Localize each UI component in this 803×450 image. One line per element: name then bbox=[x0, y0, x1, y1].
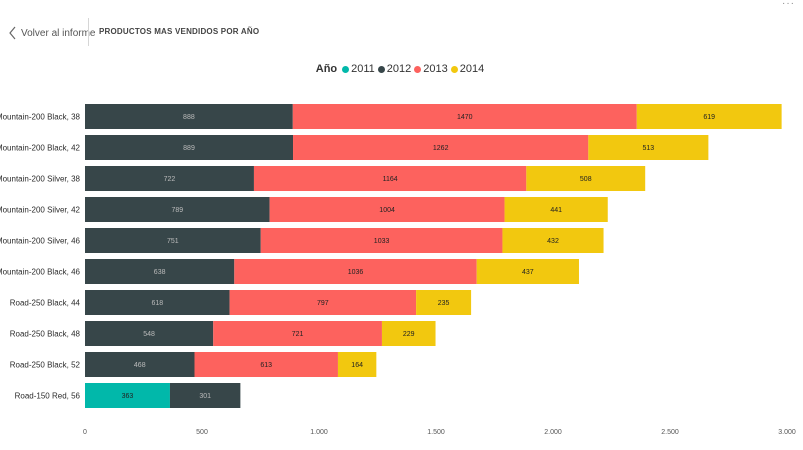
bar-segment[interactable] bbox=[381, 321, 436, 346]
chart-legend: Año 2011 2012 2013 2014 bbox=[0, 63, 803, 75]
category-label: Mountain-200 Silver, 38 bbox=[0, 175, 81, 184]
category-label: Mountain-200 Black, 46 bbox=[0, 268, 81, 277]
bar-segment[interactable] bbox=[269, 197, 505, 222]
data-label: 889 bbox=[183, 145, 195, 152]
bar-segment[interactable] bbox=[85, 259, 235, 284]
data-label: 797 bbox=[317, 300, 329, 307]
data-label: 789 bbox=[171, 207, 183, 214]
bar-segment[interactable] bbox=[85, 321, 214, 346]
data-label: 888 bbox=[183, 114, 195, 121]
bar-segment[interactable] bbox=[85, 383, 170, 408]
bar-segment[interactable] bbox=[85, 166, 254, 191]
data-label: 721 bbox=[292, 331, 304, 338]
page-title: PRODUCTOS MAS VENDIDOS POR AÑO bbox=[99, 27, 260, 36]
bar-segment[interactable] bbox=[253, 166, 527, 191]
data-label: 432 bbox=[547, 238, 559, 245]
bar-segment[interactable] bbox=[85, 104, 293, 129]
more-options-icon[interactable]: ··· bbox=[782, 0, 795, 9]
data-label: 235 bbox=[438, 300, 450, 307]
legend-label-2013: 2013 bbox=[423, 63, 448, 75]
legend-title: Año bbox=[315, 63, 338, 75]
data-label: 751 bbox=[167, 238, 179, 245]
x-tick-label: 2.500 bbox=[661, 429, 679, 436]
x-tick-label: 0 bbox=[83, 429, 87, 436]
data-label: 513 bbox=[643, 145, 655, 152]
legend-item-2011[interactable]: 2011 bbox=[342, 63, 375, 75]
legend-dot-2014 bbox=[450, 65, 458, 73]
legend-dot-2012 bbox=[377, 65, 385, 73]
data-label: 363 bbox=[122, 393, 134, 400]
bar-segment[interactable] bbox=[337, 352, 377, 377]
data-label: 613 bbox=[260, 362, 272, 369]
data-label: 441 bbox=[550, 207, 562, 214]
data-label: 548 bbox=[143, 331, 155, 338]
bar-segment[interactable] bbox=[169, 383, 241, 408]
legend-label-2014: 2014 bbox=[459, 63, 485, 75]
bar-segment[interactable] bbox=[292, 104, 637, 129]
category-label: Road-150 Red, 56 bbox=[15, 392, 81, 401]
bar-segment[interactable] bbox=[636, 104, 782, 129]
x-tick-label: 1.500 bbox=[427, 429, 445, 436]
data-label: 1164 bbox=[383, 176, 398, 183]
bar-segment[interactable] bbox=[213, 321, 382, 346]
data-label: 619 bbox=[703, 114, 715, 121]
bar-segment[interactable] bbox=[526, 166, 646, 191]
data-label: 618 bbox=[151, 300, 163, 307]
bar-segment[interactable] bbox=[260, 228, 503, 253]
category-label: Road-250 Black, 48 bbox=[10, 330, 81, 339]
category-label: Road-250 Black, 52 bbox=[10, 361, 81, 370]
bar-segment[interactable] bbox=[85, 352, 195, 377]
category-label: Mountain-200 Silver, 42 bbox=[0, 206, 81, 215]
legend-label-2012: 2012 bbox=[386, 63, 412, 75]
category-label: Mountain-200 Black, 42 bbox=[0, 144, 81, 153]
legend-dot-2013 bbox=[414, 65, 422, 73]
header-bar: Volver al informe PRODUCTOS MAS VENDIDOS… bbox=[0, 0, 803, 62]
x-tick-label: 500 bbox=[196, 429, 208, 436]
legend-item-2012[interactable]: 2012 bbox=[377, 63, 412, 75]
data-label: 1004 bbox=[379, 207, 395, 214]
bar-segment[interactable] bbox=[85, 290, 230, 315]
x-tick-label: 2.000 bbox=[544, 429, 562, 436]
data-label: 468 bbox=[134, 362, 146, 369]
data-label: 638 bbox=[154, 269, 166, 276]
legend-item-2014[interactable]: 2014 bbox=[450, 63, 485, 75]
bar-segment[interactable] bbox=[229, 290, 417, 315]
legend-dot-2011 bbox=[342, 65, 350, 73]
bar-segment[interactable] bbox=[234, 259, 477, 284]
data-label: 437 bbox=[522, 269, 534, 276]
chevron-left-icon bbox=[9, 26, 16, 40]
data-label: 722 bbox=[164, 176, 176, 183]
category-label: Mountain-200 Silver, 46 bbox=[0, 237, 81, 246]
legend-item-2013[interactable]: 2013 bbox=[414, 63, 448, 75]
data-label: 229 bbox=[403, 331, 415, 338]
back-to-report-button[interactable]: Volver al informe bbox=[8, 23, 95, 43]
bar-segment[interactable] bbox=[416, 290, 472, 315]
data-label: 1033 bbox=[374, 238, 390, 245]
category-label: Mountain-200 Black, 38 bbox=[0, 113, 81, 122]
bar-segment[interactable] bbox=[85, 228, 261, 253]
bar-segment[interactable] bbox=[293, 135, 589, 160]
data-label: 1470 bbox=[457, 114, 473, 121]
back-label: Volver al informe bbox=[21, 27, 96, 39]
bar-segment[interactable] bbox=[85, 197, 270, 222]
bar-segment[interactable] bbox=[588, 135, 709, 160]
data-label: 1036 bbox=[348, 269, 364, 276]
category-label: Road-250 Black, 44 bbox=[10, 299, 81, 308]
bar-segment[interactable] bbox=[504, 197, 608, 222]
x-tick-label: 3.000 bbox=[778, 429, 796, 436]
header-divider bbox=[88, 18, 89, 46]
x-tick-label: 1.000 bbox=[310, 429, 328, 436]
bar-segment[interactable] bbox=[502, 228, 604, 253]
data-label: 508 bbox=[580, 176, 592, 183]
data-label: 1262 bbox=[433, 145, 449, 152]
data-label: 164 bbox=[351, 362, 363, 369]
bar-segment[interactable] bbox=[85, 135, 294, 160]
bar-segment[interactable] bbox=[476, 259, 579, 284]
legend-label-2011: 2011 bbox=[351, 63, 375, 75]
data-label: 301 bbox=[199, 393, 211, 400]
bar-segment[interactable] bbox=[194, 352, 338, 377]
